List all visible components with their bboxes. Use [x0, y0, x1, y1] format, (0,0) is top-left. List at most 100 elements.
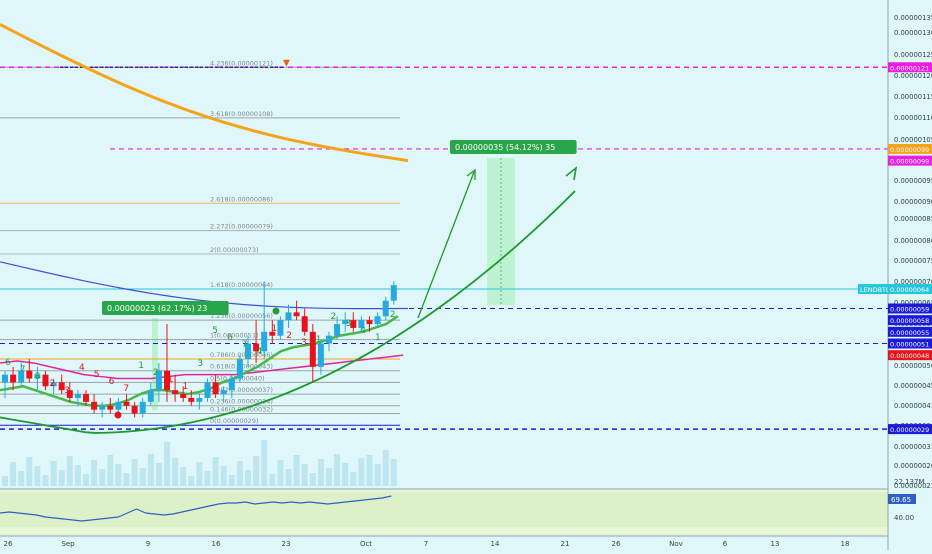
volume-bar [236, 461, 243, 486]
candle-body[interactable] [212, 382, 219, 395]
fib-level-label: 0.382(0.00000037) [210, 386, 273, 394]
candle-body[interactable] [180, 394, 187, 398]
candle-body[interactable] [91, 401, 98, 410]
time-axis-tick: Sep [61, 540, 75, 548]
price-tag-bg [858, 284, 888, 295]
volume-bar [212, 457, 219, 486]
candle-body[interactable] [269, 331, 276, 336]
candle-body[interactable] [99, 405, 106, 410]
candle-body[interactable] [317, 343, 324, 367]
price-tag-bg [888, 284, 932, 295]
candle-body[interactable] [2, 374, 8, 383]
candle-body[interactable] [147, 390, 154, 402]
fib-level-label: 1.236(0.00000056) [210, 312, 273, 320]
price-axis-tick: 0.00000110 [894, 114, 932, 122]
candle-body[interactable] [188, 397, 195, 402]
candle-body[interactable] [34, 374, 41, 379]
volume-bar [83, 474, 89, 486]
candle-body[interactable] [155, 370, 162, 391]
td-count-label: 7 [20, 365, 26, 375]
candle-body[interactable] [115, 401, 122, 410]
price-axis-tick: 0.00000041 [894, 402, 932, 410]
candle-body[interactable] [285, 312, 292, 321]
fib-level-label: 2.272(0.00000079) [210, 223, 273, 231]
candle-body[interactable] [83, 394, 89, 402]
price-tag-label: 0.00000029 [890, 426, 929, 434]
candle-body[interactable] [374, 316, 381, 325]
price-tag-label: 0.00000051 [890, 340, 929, 348]
candle-body[interactable] [350, 320, 357, 328]
candle-body[interactable] [277, 320, 284, 336]
candle-body[interactable] [245, 343, 251, 360]
td-count-label: 3 [345, 319, 351, 329]
candle-body[interactable] [326, 335, 332, 344]
candle-body[interactable] [236, 359, 243, 379]
candle-body[interactable] [358, 320, 365, 328]
time-axis-tick: 14 [491, 540, 500, 548]
price-axis-tick: 0.00000026 [894, 462, 932, 470]
price-axis-tick: 0.00000105 [894, 136, 932, 144]
candle-body[interactable] [301, 316, 308, 332]
candle-body[interactable] [220, 390, 227, 395]
candle-body[interactable] [309, 331, 316, 367]
green-arc-curve [0, 190, 576, 434]
price-axis-tick: 0.00000090 [894, 198, 932, 206]
candle-body[interactable] [382, 300, 389, 317]
volume-bar [34, 466, 41, 486]
volume-bar [188, 476, 195, 486]
candle-body[interactable] [204, 382, 211, 398]
volume-bar [2, 476, 8, 486]
candle-body[interactable] [253, 343, 260, 352]
price-tag-bg [888, 424, 932, 435]
candle-body[interactable] [10, 374, 17, 383]
volume-bar [139, 468, 146, 486]
time-axis-tick: 7 [424, 540, 428, 548]
td-count-label: 2 [390, 310, 396, 320]
price-axis-tick: 0.00000070 [894, 278, 932, 286]
candle-body[interactable] [50, 382, 57, 387]
candle-body[interactable] [334, 324, 341, 336]
candle-body[interactable] [293, 312, 300, 317]
candle-body[interactable] [228, 378, 235, 391]
range-label-left: 0.00000023 (62.17%) 23 [107, 304, 207, 313]
candle-body[interactable] [42, 374, 49, 387]
candle-body[interactable] [131, 405, 138, 414]
time-axis-tick: 23 [282, 540, 291, 548]
candle-body[interactable] [26, 370, 33, 379]
candle-body[interactable] [74, 394, 81, 398]
fib-level-label: 0(0.00000029) [210, 417, 259, 425]
candle-body[interactable] [342, 320, 349, 325]
time-axis-tick: 21 [561, 540, 570, 548]
candle-body[interactable] [366, 320, 373, 325]
rsi-axis-tick: 40.00 [894, 514, 914, 522]
volume-bar [277, 460, 284, 486]
candle-body[interactable] [164, 370, 170, 391]
candle-body[interactable] [107, 405, 114, 410]
candle-body[interactable] [58, 382, 65, 391]
candle-body[interactable] [123, 401, 130, 406]
price-tag-label: 0.00000099 [890, 158, 929, 166]
price-tag-label: 0.00000058 [890, 317, 929, 325]
rsi-value-label: 69.65 [891, 496, 911, 504]
candle-body[interactable] [390, 285, 397, 301]
volume-bar [350, 472, 357, 486]
td-count-label: 1 [183, 382, 189, 392]
candle-body[interactable] [18, 370, 25, 383]
price-axis-tick: 0.00000080 [894, 237, 932, 245]
candle-body[interactable] [172, 390, 179, 395]
volume-bar [261, 440, 268, 486]
candle-body[interactable] [196, 397, 203, 402]
volume-bar [131, 459, 138, 486]
td-count-label: 3 [301, 338, 307, 348]
candle-body[interactable] [261, 331, 268, 352]
ma-blue-line [0, 261, 409, 310]
candle-body[interactable] [66, 390, 73, 398]
volume-bar [91, 460, 98, 486]
candle-body[interactable] [139, 401, 146, 414]
ma-orange-line [0, 23, 409, 163]
volume-bar [293, 455, 300, 486]
td-count-label: 1 [316, 335, 322, 345]
signal-dot-red [114, 411, 122, 419]
